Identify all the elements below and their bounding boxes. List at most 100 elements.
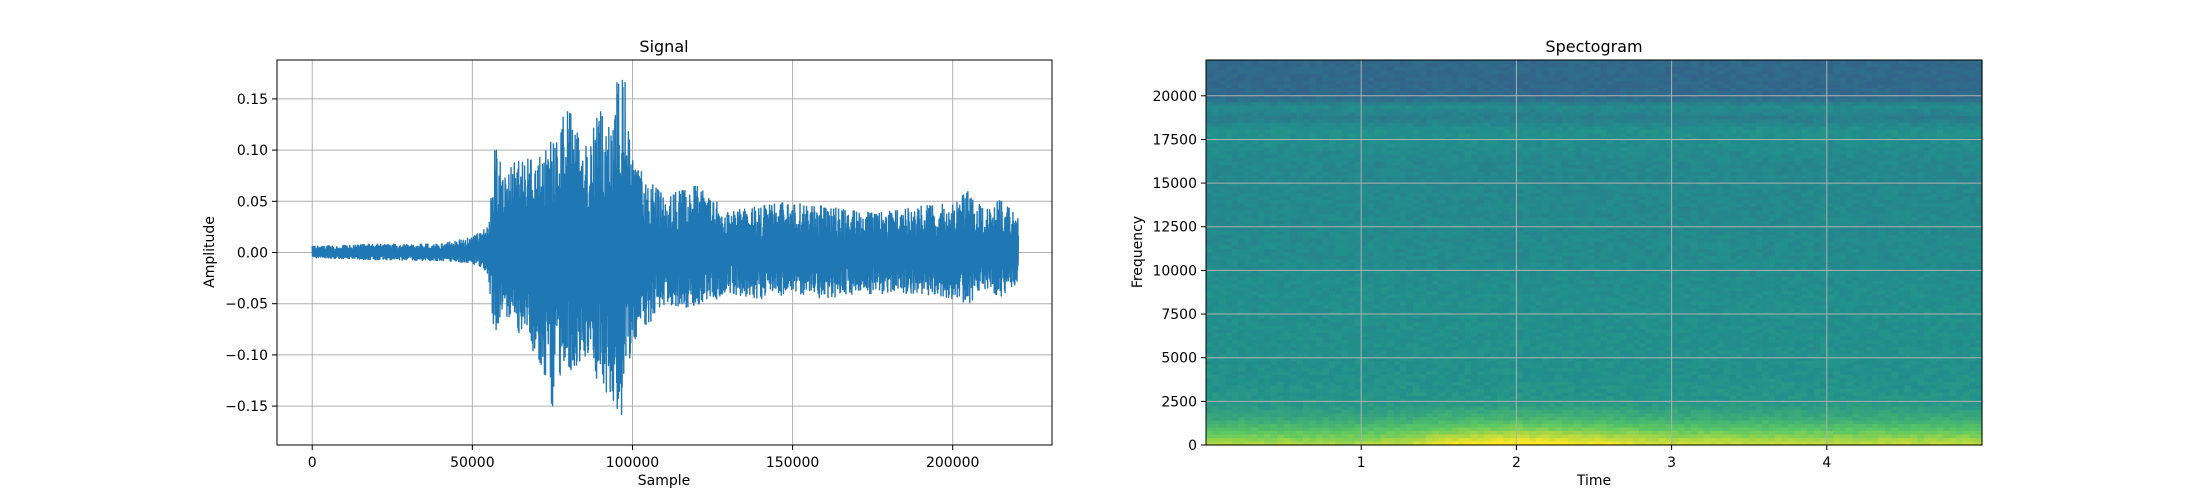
- spectrogram-cell: [1238, 291, 1246, 296]
- spectrogram-cell: [1212, 193, 1220, 198]
- spectrogram-cell: [1283, 410, 1291, 415]
- spectrogram-cell: [1374, 350, 1382, 355]
- spectrogram-cell: [1315, 315, 1323, 320]
- spectrogram-cell: [1315, 284, 1323, 289]
- spectrogram-cell: [1218, 396, 1226, 401]
- spectrogram-cell: [1374, 126, 1382, 131]
- spectrogram-cell: [1348, 207, 1356, 212]
- spectrogram-cell: [1354, 385, 1362, 390]
- spectrogram-cell: [1406, 301, 1414, 306]
- spectrogram-cell: [1315, 70, 1323, 75]
- spectrogram-cell: [1354, 133, 1362, 138]
- spectrogram-cell: [1328, 291, 1336, 296]
- spectrogram-cell: [1328, 196, 1336, 201]
- spectrogram-cell: [1412, 277, 1420, 282]
- spectrogram-cell: [1477, 378, 1485, 383]
- spectrogram-cell: [1328, 210, 1336, 215]
- spectrogram-cell: [1419, 413, 1427, 418]
- spectrogram-cell: [1290, 196, 1298, 201]
- spectrogram-cell: [1212, 84, 1220, 89]
- spectrogram-cell: [1238, 235, 1246, 240]
- spectrogram-cell: [1406, 172, 1414, 177]
- spectrogram-cell: [1451, 336, 1459, 341]
- spectrogram-cell: [1335, 168, 1343, 173]
- spectrogram-cell: [1206, 389, 1214, 394]
- spectrogram-cell: [1380, 424, 1388, 429]
- spectrogram-cell: [1451, 378, 1459, 383]
- spectrogram-cell: [1400, 301, 1408, 306]
- spectrogram-cell: [1380, 336, 1388, 341]
- spectrogram-cell: [1445, 126, 1453, 131]
- spectrogram-cell: [1412, 406, 1420, 411]
- spectrogram-cell: [1393, 364, 1401, 369]
- spectrogram-cell: [1477, 98, 1485, 103]
- spectrogram-cell: [1341, 357, 1349, 362]
- spectrogram-cell: [1328, 105, 1336, 110]
- spectrogram-cell: [1296, 417, 1304, 422]
- spectrogram-cell: [1315, 193, 1323, 198]
- spectrogram-cell: [1419, 319, 1427, 324]
- spectrogram-cell: [1290, 347, 1298, 352]
- spectrogram-cell: [1484, 368, 1492, 373]
- spectrogram-cell: [1393, 420, 1401, 425]
- spectrogram-cell: [1290, 385, 1298, 390]
- spectrogram-cell: [1264, 431, 1272, 436]
- spectrogram-cell: [1277, 123, 1285, 128]
- spectrogram-cell: [1367, 305, 1375, 310]
- spectrogram-cell: [1412, 424, 1420, 429]
- spectrogram-cell: [1490, 70, 1498, 75]
- spectrogram-cell: [1251, 147, 1259, 152]
- spectrogram-cell: [1309, 84, 1317, 89]
- spectrogram-cell: [1309, 151, 1317, 156]
- spectrogram-cell: [1341, 161, 1349, 166]
- spectrogram-cell: [1341, 126, 1349, 131]
- spectrogram-cell: [1303, 88, 1311, 93]
- spectrogram-cell: [1341, 102, 1349, 107]
- spectrogram-cell: [1264, 291, 1272, 296]
- spectrogram-cell: [1296, 70, 1304, 75]
- spectrogram-cell: [1400, 203, 1408, 208]
- spectrogram-cell: [1303, 294, 1311, 299]
- spectrogram-cell: [1380, 326, 1388, 331]
- spectrogram-cell: [1218, 105, 1226, 110]
- spectrogram-cell: [1251, 109, 1259, 114]
- spectrogram-cell: [1406, 109, 1414, 114]
- spectrogram-cell: [1264, 60, 1272, 65]
- spectrogram-cell: [1471, 308, 1479, 313]
- spectrogram-cell: [1387, 410, 1395, 415]
- spectrogram-cell: [1296, 228, 1304, 233]
- spectrogram-cell: [1393, 413, 1401, 418]
- spectrogram-cell: [1206, 196, 1214, 201]
- spectrogram-cell: [1309, 147, 1317, 152]
- spectrogram-cell: [1406, 119, 1414, 124]
- spectrogram-cell: [1328, 441, 1336, 446]
- spectrogram-cell: [1374, 200, 1382, 205]
- spectrogram-cell: [1315, 81, 1323, 86]
- spectrogram-cell: [1257, 98, 1265, 103]
- spectrogram-cell: [1484, 182, 1492, 187]
- spectrogram-cell: [1283, 326, 1291, 331]
- spectrogram-cell: [1393, 74, 1401, 79]
- spectrogram-cell: [1283, 95, 1291, 100]
- spectrogram-cell: [1212, 200, 1220, 205]
- spectrogram-cell: [1406, 175, 1414, 180]
- spectrogram-cell: [1361, 413, 1369, 418]
- spectrogram-cell: [1451, 154, 1459, 159]
- spectrogram-cell: [1206, 67, 1214, 72]
- spectrogram-cell: [1277, 210, 1285, 215]
- spectrogram-cell: [1490, 385, 1498, 390]
- spectrogram-cell: [1290, 403, 1298, 408]
- spectrogram-cell: [1322, 347, 1330, 352]
- spectrogram-cell: [1477, 406, 1485, 411]
- spectrogram-cell: [1315, 294, 1323, 299]
- spectrogram-cell: [1257, 413, 1265, 418]
- spectrogram-cell: [1374, 196, 1382, 201]
- spectrogram-cell: [1296, 291, 1304, 296]
- spectrogram-cell: [1445, 413, 1453, 418]
- spectrogram-cell: [1484, 88, 1492, 93]
- spectrogram-cell: [1283, 214, 1291, 219]
- spectrogram-cell: [1212, 95, 1220, 100]
- spectrogram-cell: [1264, 252, 1272, 257]
- spectrogram-cell: [1367, 371, 1375, 376]
- spectrogram-cell: [1231, 109, 1239, 114]
